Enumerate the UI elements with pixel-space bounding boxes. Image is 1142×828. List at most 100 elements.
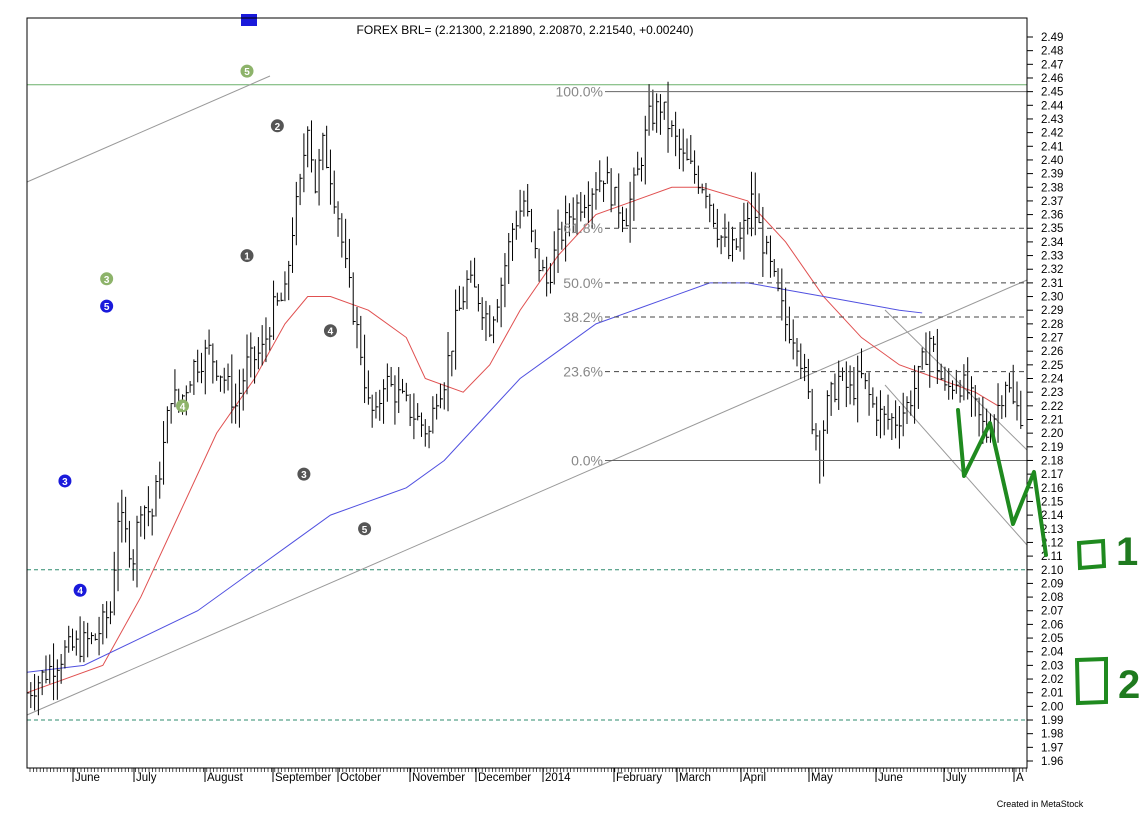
wave-label-badge [240, 64, 254, 78]
y-tick-label: 2.39 [1041, 169, 1063, 181]
wave-label: 4 [77, 586, 83, 597]
y-tick-label: 2.10 [1041, 565, 1063, 577]
y-tick-label: 2.46 [1041, 73, 1063, 85]
y-tick-label: 2.21 [1041, 414, 1063, 426]
x-tick-label: July [946, 772, 967, 784]
y-tick-label: 2.25 [1041, 360, 1063, 372]
y-tick-label: 2.49 [1041, 32, 1063, 44]
y-tick-label: 2.31 [1041, 278, 1063, 290]
wave-label: 4 [180, 402, 186, 413]
target-label-1: 1 [1116, 530, 1138, 574]
gridlines [27, 84, 1027, 721]
y-tick-label: 2.03 [1041, 660, 1063, 672]
x-tick-label: 2014 [545, 772, 571, 784]
y-tick-label: 2.38 [1041, 182, 1063, 194]
y-tick-label: 2.45 [1041, 87, 1063, 99]
y-tick-label: 2.42 [1041, 128, 1063, 140]
y-tick-label: 2.14 [1041, 510, 1064, 522]
handwritten-annotations: 12 [956, 408, 1140, 707]
fib-label: 50.0% [563, 275, 603, 291]
plot-frame [26, 17, 1028, 769]
y-tick-label: 2.13 [1041, 524, 1063, 536]
wave-label-badge [100, 272, 114, 286]
y-tick-label: 2.01 [1041, 688, 1063, 700]
wave-label-badge [58, 474, 72, 488]
wave-label: 5 [104, 302, 110, 313]
wave-label: 5 [362, 525, 368, 536]
y-tick-label: 2.24 [1041, 374, 1064, 386]
y-tick-label: 2.17 [1041, 469, 1063, 481]
wave-label-badge [100, 299, 114, 313]
fibonacci-levels: 100.0% 61.8% 50.0% 38.2% 23.6% 0.0% [556, 84, 1027, 468]
wave-labels: 5 2 1 3 5 4 4 3 5 3 4 [58, 14, 372, 597]
x-tick-label: June [75, 772, 100, 784]
wave-label: 2 [275, 122, 281, 133]
fib-label: 38.2% [563, 309, 603, 325]
x-tick-label: March [679, 772, 711, 784]
target-box-1 [1076, 538, 1107, 571]
trendline-lower [26, 279, 1028, 716]
y-tick-label: 2.16 [1041, 483, 1063, 495]
y-tick-label: 2.15 [1041, 496, 1063, 508]
wave-label-badge [240, 249, 254, 263]
y-tick-label: 2.02 [1041, 674, 1063, 686]
wave-label-badge [297, 467, 311, 481]
y-tick-label: 2.00 [1041, 701, 1063, 713]
y-tick-label: 2.09 [1041, 578, 1063, 590]
metastock-credit: Created in MetaStock [997, 799, 1084, 809]
y-tick-label: 2.30 [1041, 292, 1063, 304]
y-tick-label: 2.20 [1041, 428, 1063, 440]
y-tick-label: 1.98 [1041, 729, 1063, 741]
y-tick-label: 2.41 [1041, 141, 1063, 153]
y-tick-label: 1.97 [1041, 742, 1063, 754]
y-tick-label: 2.23 [1041, 387, 1063, 399]
wave-label: 4 [328, 327, 334, 338]
x-tick-label: July [136, 772, 157, 784]
y-tick-label: 2.37 [1041, 196, 1063, 208]
wave-label: 3 [301, 470, 307, 481]
y-tick-label: 2.36 [1041, 210, 1063, 222]
sma-red-line [26, 186, 999, 694]
fib-label: 61.8% [563, 220, 603, 236]
wave-marker-top [241, 14, 257, 26]
fib-label: 100.0% [556, 84, 603, 100]
y-tick-label: 2.26 [1041, 346, 1063, 358]
x-tick-label: September [275, 772, 331, 784]
y-tick-label: 2.43 [1041, 114, 1063, 126]
wave-label: 1 [244, 252, 250, 263]
fib-label: 23.6% [563, 364, 603, 380]
wave-label-badge [270, 119, 284, 133]
y-tick-label: 2.40 [1041, 155, 1063, 167]
x-tick-label: June [878, 772, 903, 784]
y-tick-label: 2.05 [1041, 633, 1063, 645]
wave-label-badge [73, 583, 87, 597]
price-bars [26, 81, 1024, 716]
y-tick-label: 2.28 [1041, 319, 1063, 331]
x-tick-label: A [1016, 772, 1024, 784]
x-tick-label: August [207, 772, 244, 784]
trendline-upper [26, 75, 271, 183]
y-tick-label: 2.08 [1041, 592, 1063, 604]
y-tick-label: 2.35 [1041, 223, 1063, 235]
y-tick-label: 2.48 [1041, 46, 1063, 58]
x-tick-label: February [616, 772, 662, 784]
chart-title: FOREX BRL= (2.21300, 2.21890, 2.20870, 2… [357, 23, 694, 37]
channel-lower [884, 384, 1028, 546]
wave-label: 3 [62, 477, 68, 488]
x-tick-label: October [340, 772, 381, 784]
overlay-lines [26, 75, 1028, 716]
target-box-2 [1074, 656, 1108, 706]
fib-label: 0.0% [571, 452, 603, 468]
y-tick-label: 2.34 [1041, 237, 1064, 249]
y-tick-label: 2.22 [1041, 401, 1063, 413]
sma-blue-line [26, 282, 923, 673]
y-tick-label: 2.32 [1041, 264, 1063, 276]
wave-label-badge [323, 324, 337, 338]
axes: 2.49 2.482.47 2.46 2.452.44 2.43 2.422.41 2.40… [26, 17, 1064, 784]
y-tick-label: 2.19 [1041, 442, 1063, 454]
target-label-2: 2 [1118, 663, 1140, 707]
x-tick-label: April [743, 772, 766, 784]
y-tick-label: 2.44 [1041, 100, 1064, 112]
